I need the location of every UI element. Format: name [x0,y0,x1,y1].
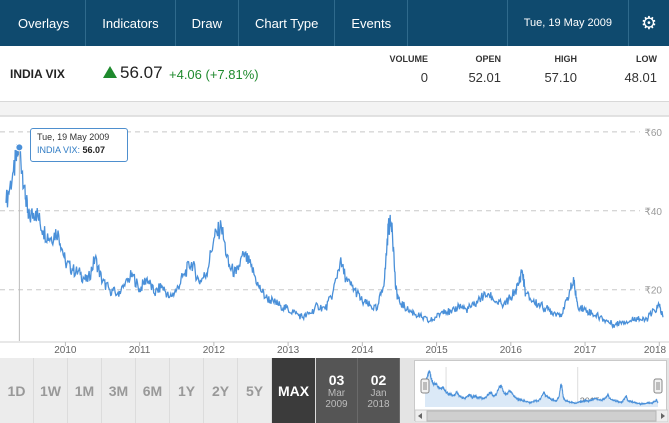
x-tick-label: 2013 [277,345,300,356]
x-tick-label: 2016 [500,345,523,356]
x-tick-label: 2012 [203,345,226,356]
menu-chart-type[interactable]: Chart Type [239,0,336,46]
start-month: Mar [327,387,346,399]
navigator-scrollbar-thumb [426,410,657,422]
end-year: 2018 [367,398,390,410]
stat-low-label: LOW [636,54,657,64]
navigator-handle-left [420,378,430,394]
stat-high-value: 57.10 [544,70,577,85]
stat-volume-label: VOLUME [389,54,428,64]
start-year: 2009 [325,398,348,410]
price-change: +4.06 (+7.81%) [169,67,259,82]
tooltip-date: Tue, 19 May 2009 [37,132,110,142]
range-1w-button[interactable]: 1W [34,358,68,423]
range-2y-button[interactable]: 2Y [204,358,238,423]
chart-subbar [0,102,669,116]
x-tick-label: 2011 [129,345,151,356]
price-chart[interactable]: ₹20 ₹40 ₹60 2010 2011 2012 2013 2014 2015 2016 201… [0,116,669,358]
range-max-button[interactable]: MAX [272,358,316,423]
menu-draw[interactable]: Draw [176,0,240,46]
range-6m-button[interactable]: 6M [136,358,170,423]
navigator-svg[interactable]: 20102015 [415,361,668,422]
stat-low-value: 48.01 [624,70,657,85]
x-tick-label: 2010 [54,345,77,356]
range-bar: 1D 1W 1M 3M 6M 1Y 2Y 5Y MAX 03 Mar 2009 … [0,358,669,423]
start-day: 03 [328,371,345,388]
scroll-right-arrow-icon [661,413,665,419]
chart-toolbar: Overlays Indicators Draw Chart Type Even… [0,0,669,46]
range-5y-button[interactable]: 5Y [238,358,272,423]
x-tick-label: 2017 [574,345,597,356]
range-1d-button[interactable]: 1D [0,358,34,423]
navigator[interactable]: 20102015 [414,360,668,422]
x-tick-label: 2014 [351,345,374,356]
range-start-date[interactable]: 03 Mar 2009 [316,358,358,423]
stat-open: OPEN 52.01 [468,54,501,85]
y-tick-label: ₹40 [645,207,663,218]
navigator-line [424,369,659,406]
gear-icon[interactable]: ⚙ [640,12,658,33]
range-end-date[interactable]: 02 Jan 2018 [358,358,400,423]
symbol-name: INDIA VIX [10,67,65,81]
menu-events[interactable]: Events [335,0,409,46]
stat-open-label: OPEN [475,54,501,64]
y-tick-label: ₹60 [645,128,663,139]
scroll-left-arrow-icon [418,413,422,419]
range-1y-button[interactable]: 1Y [170,358,204,423]
end-day: 02 [370,371,387,388]
range-1m-button[interactable]: 1M [68,358,102,423]
y-tick-label: ₹20 [645,286,663,297]
end-month: Jan [370,387,387,399]
tooltip-series-name: INDIA VIX: [37,145,81,155]
stat-low: LOW 48.01 [624,54,657,85]
stat-volume: VOLUME 0 [389,54,428,85]
last-price: 56.07 [120,63,163,82]
menu-overlays[interactable]: Overlays [0,0,87,46]
hover-point [15,143,24,152]
stat-volume-value: 0 [420,70,428,85]
stat-open-value: 52.01 [468,70,501,85]
stat-high-label: HIGH [554,54,578,64]
up-triangle-icon [103,66,117,78]
price-chart-svg[interactable]: ₹20 ₹40 ₹60 2010 2011 2012 2013 2014 2015 2016 201… [0,116,669,358]
navigator-area [425,370,658,407]
menu-indicators[interactable]: Indicators [86,0,176,46]
x-tick-label: 2018 [644,345,667,356]
navigator-handle-right [653,378,663,394]
vix-series-line [5,144,664,330]
quote-strip: INDIA VIX 56.07 +4.06 (+7.81%) VOLUME 0 … [0,46,669,102]
x-tick-label: 2015 [425,345,448,356]
tooltip-value: 56.07 [82,145,106,155]
range-buttons: 1D 1W 1M 3M 6M 1Y 2Y 5Y MAX 03 Mar 2009 … [0,358,400,423]
range-3m-button[interactable]: 3M [102,358,136,423]
stat-high: HIGH 57.10 [544,54,577,85]
chart-tooltip: Tue, 19 May 2009 INDIA VIX: 56.07 [30,128,128,162]
toolbar-date: Tue, 19 May 2009 [506,0,629,46]
